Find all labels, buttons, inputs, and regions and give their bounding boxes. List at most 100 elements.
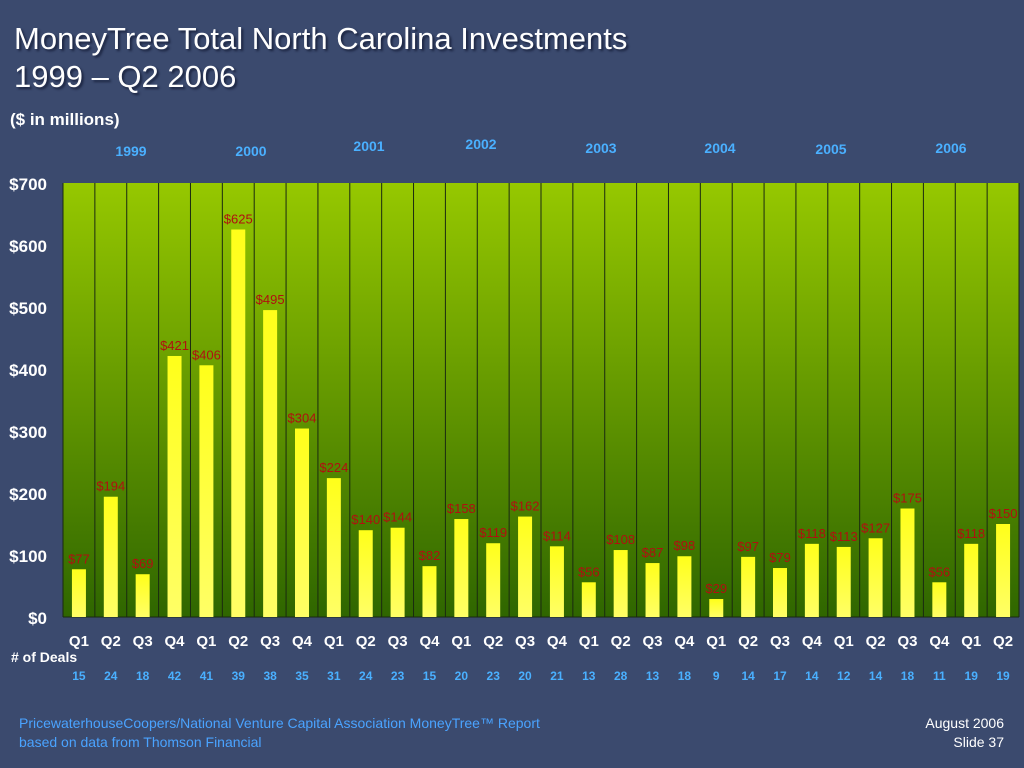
deal-count-label: 24: [104, 669, 118, 683]
x-tick-label: Q3: [133, 633, 153, 650]
deal-count-label: 19: [996, 669, 1010, 683]
bar-value-label: $118: [957, 526, 985, 541]
bar-value-label: $421: [160, 338, 189, 353]
bar: [773, 568, 787, 617]
bar-value-label: $625: [224, 212, 253, 227]
x-tick-label: Q4: [165, 633, 186, 650]
deal-count-label: 21: [550, 669, 564, 683]
deal-count-label: 18: [678, 669, 692, 683]
bar: [868, 538, 883, 617]
bar: [167, 355, 182, 617]
x-tick-label: Q2: [483, 633, 503, 650]
deal-count-label: 23: [487, 669, 501, 683]
deal-count-label: 28: [614, 669, 628, 683]
x-tick-label: Q1: [961, 633, 981, 650]
x-tick-label: Q2: [611, 633, 631, 650]
bar-value-label: $144: [383, 510, 412, 525]
bar: [231, 229, 246, 617]
bar-value-label: $79: [769, 550, 791, 565]
bar: [804, 543, 819, 617]
deal-count-label: 18: [136, 669, 150, 683]
y-tick-label: $300: [9, 423, 47, 442]
x-tick-label: Q3: [770, 633, 790, 650]
x-tick-label: Q4: [802, 633, 823, 650]
x-tick-label: Q2: [356, 633, 376, 650]
bar-value-label: $29: [705, 581, 727, 596]
deal-count-label: 23: [391, 669, 405, 683]
bar: [358, 530, 373, 617]
bar-value-label: $194: [96, 479, 125, 494]
deal-count-label: 19: [965, 669, 979, 683]
bar: [836, 546, 851, 617]
bar: [295, 428, 309, 617]
bar: [581, 582, 596, 617]
bar: [103, 496, 118, 617]
bar-value-label: $158: [447, 501, 476, 516]
year-label: 2003: [585, 140, 616, 156]
bar-value-label: $56: [928, 564, 950, 579]
deal-count-label: 12: [837, 669, 851, 683]
year-label: 2006: [935, 140, 966, 156]
x-tick-label: Q4: [929, 633, 950, 650]
bar-value-label: $150: [989, 506, 1018, 521]
x-tick-label: Q4: [674, 633, 695, 650]
date-label: August 2006: [925, 715, 1004, 731]
x-tick-label: Q2: [101, 633, 121, 650]
bar: [645, 563, 660, 617]
x-tick-label: Q3: [897, 633, 917, 650]
slide-info: August 2006 Slide 37: [925, 714, 1004, 752]
deal-count-label: 20: [455, 669, 469, 683]
x-tick-label: Q2: [866, 633, 886, 650]
year-label: 2001: [353, 138, 384, 154]
source-line2: based on data from Thomson Financial: [19, 734, 262, 750]
bar: [454, 519, 469, 617]
x-tick-label: Q1: [706, 633, 726, 650]
bar: [677, 556, 692, 617]
units-label: ($ in millions): [10, 110, 120, 129]
bar-value-label: $119: [479, 525, 507, 540]
x-tick-label: Q4: [547, 633, 568, 650]
bar: [486, 543, 501, 617]
deal-count-label: 42: [168, 669, 182, 683]
bar: [932, 582, 947, 617]
bar: [71, 569, 86, 617]
bar-value-label: $304: [288, 411, 317, 426]
deal-count-label: 15: [423, 669, 437, 683]
source-line1: PricewaterhouseCoopers/National Venture …: [19, 715, 540, 731]
deal-count-label: 11: [933, 669, 946, 683]
bar: [900, 508, 915, 617]
deal-count-label: 14: [741, 669, 755, 683]
y-tick-label: $700: [9, 175, 47, 194]
bar: [326, 478, 341, 617]
deal-count-label: 15: [72, 669, 86, 683]
deal-count-label: 20: [518, 669, 532, 683]
bar: [996, 524, 1011, 617]
bar: [263, 310, 278, 617]
year-label: 1999: [115, 143, 146, 159]
bar-value-label: $406: [192, 347, 221, 362]
chart-title: MoneyTree Total North Carolina Investmen…: [14, 20, 627, 96]
bar-value-label: $127: [861, 520, 890, 535]
deal-count-label: 9: [713, 669, 720, 683]
source-note: PricewaterhouseCoopers/National Venture …: [19, 714, 540, 752]
bar-value-label: $495: [256, 292, 285, 307]
bar-value-label: $140: [351, 512, 380, 527]
bar-value-label: $224: [319, 460, 348, 475]
bar-value-label: $98: [674, 538, 696, 553]
x-tick-label: Q3: [643, 633, 663, 650]
x-tick-label: Q2: [993, 633, 1013, 650]
bar-value-label: $175: [893, 491, 922, 506]
bar: [549, 546, 564, 617]
bar: [709, 599, 724, 617]
x-tick-label: Q1: [196, 633, 216, 650]
y-tick-label: $400: [9, 361, 47, 380]
bar-value-label: $77: [68, 551, 90, 566]
bar-value-label: $87: [642, 545, 664, 560]
bar-value-label: $82: [419, 548, 441, 563]
deal-count-label: 38: [263, 669, 277, 683]
x-tick-label: Q4: [419, 633, 440, 650]
chart-title-line1: MoneyTree Total North Carolina Investmen…: [14, 21, 628, 56]
bar-value-label: $108: [606, 532, 635, 547]
slide-number: Slide 37: [953, 734, 1004, 750]
